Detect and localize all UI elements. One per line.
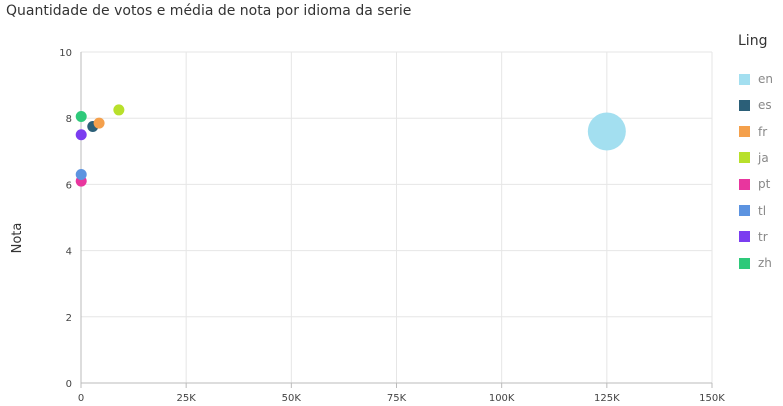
data-point-ja: [113, 104, 125, 116]
x-tick-label: 0: [78, 393, 84, 404]
legend-label: tr: [758, 229, 768, 244]
legend-label: pt: [758, 177, 771, 192]
legend-swatch: [739, 178, 750, 190]
y-tick-label: 8: [66, 114, 72, 125]
legend-label: es: [758, 98, 772, 113]
x-tick-label: 75K: [387, 393, 407, 404]
legend-item-fr[interactable]: fr: [739, 125, 767, 139]
x-tick-label: 50K: [282, 393, 302, 404]
y-tick-label: 0: [66, 379, 72, 390]
legend-item-en[interactable]: en: [739, 72, 773, 86]
y-tick-label: 4: [66, 247, 72, 258]
data-point-tl: [75, 168, 87, 180]
legend-item-pt[interactable]: pt: [739, 177, 770, 191]
x-tick-label: 100K: [489, 393, 515, 404]
legend-title: Ling: [738, 33, 768, 49]
y-tick-label: 10: [59, 48, 72, 59]
legend-item-ja[interactable]: ja: [739, 151, 769, 165]
y-tick-label: 2: [66, 313, 72, 324]
legend-label: tl: [758, 203, 767, 218]
legend-label: ja: [758, 150, 769, 165]
scatter-plot: Nota 0 2 4 6 8 10 0 25K 50K 75K 100K 125K 150K: [10, 48, 725, 404]
legend-swatch: [739, 126, 750, 138]
data-point-zh: [75, 111, 87, 123]
data-point-fr: [93, 117, 105, 129]
y-tick-label: 6: [66, 180, 72, 191]
legend-swatch: [739, 205, 750, 216]
legend-label: en: [758, 72, 773, 86]
legend-swatch: [739, 257, 750, 269]
legend-item-es[interactable]: es: [739, 98, 772, 112]
y-axis-label: Nota: [10, 223, 25, 254]
legend-label: zh: [758, 256, 772, 271]
legend-swatch: [739, 231, 750, 243]
legend-item-zh[interactable]: zh: [739, 256, 772, 270]
legend-swatch: [739, 73, 750, 85]
legend-item-tr[interactable]: tr: [739, 230, 768, 244]
legend-item-tl[interactable]: tl: [739, 204, 766, 218]
x-tick-label: 25K: [177, 393, 197, 404]
data-point-tr: [75, 129, 87, 141]
legend-label: fr: [758, 124, 768, 139]
legend-swatch: [739, 152, 750, 164]
chart-title: Quantidade de votos e média de nota por …: [6, 3, 412, 19]
x-tick-label: 125K: [594, 393, 620, 404]
x-tick-label: 150K: [699, 393, 725, 404]
data-point-en: [587, 112, 626, 151]
legend-swatch: [739, 99, 750, 111]
